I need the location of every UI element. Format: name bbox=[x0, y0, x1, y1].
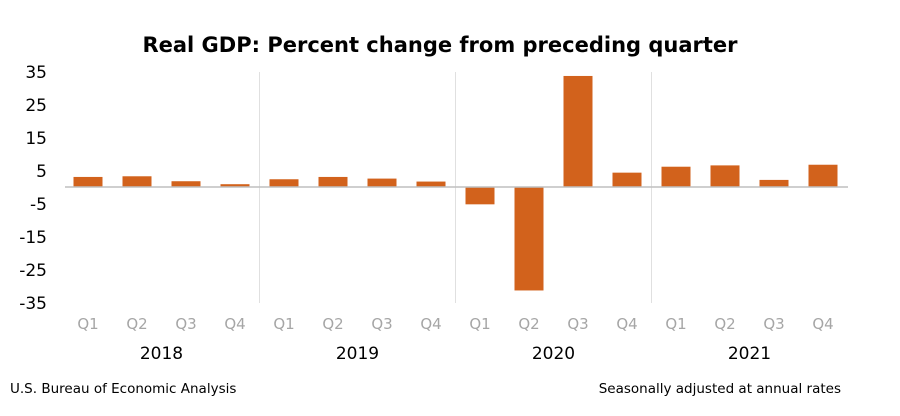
y-tick-label: 15 bbox=[25, 129, 47, 149]
bar bbox=[171, 181, 201, 188]
quarter-label: Q1 bbox=[273, 315, 294, 333]
quarter-label: Q3 bbox=[371, 315, 392, 333]
bar bbox=[269, 179, 299, 188]
quarter-label: Q1 bbox=[665, 315, 686, 333]
year-label: 2021 bbox=[728, 344, 771, 364]
quarter-label: Q1 bbox=[469, 315, 490, 333]
quarter-label: Q2 bbox=[322, 315, 343, 333]
adjustment-note: Seasonally adjusted at annual rates bbox=[599, 381, 841, 397]
bar bbox=[563, 75, 593, 188]
year-label: 2018 bbox=[140, 344, 183, 364]
bar bbox=[514, 187, 544, 291]
quarter-label: Q4 bbox=[420, 315, 441, 333]
quarter-label: Q4 bbox=[224, 315, 245, 333]
quarter-label: Q3 bbox=[763, 315, 784, 333]
quarter-label: Q2 bbox=[126, 315, 147, 333]
bar bbox=[661, 166, 691, 188]
y-tick-label: 25 bbox=[25, 96, 47, 116]
quarter-label: Q4 bbox=[812, 315, 833, 333]
bar bbox=[318, 176, 348, 188]
bar bbox=[759, 179, 789, 188]
y-tick-label: -25 bbox=[19, 261, 47, 281]
bar bbox=[122, 176, 152, 188]
bar bbox=[612, 172, 642, 188]
quarter-label: Q2 bbox=[714, 315, 735, 333]
quarter-label: Q1 bbox=[77, 315, 98, 333]
year-label: 2019 bbox=[336, 344, 379, 364]
quarter-label: Q2 bbox=[518, 315, 539, 333]
source-note: U.S. Bureau of Economic Analysis bbox=[10, 381, 236, 397]
year-label: 2020 bbox=[532, 344, 575, 364]
quarter-label: Q3 bbox=[567, 315, 588, 333]
bar bbox=[73, 176, 103, 188]
bar bbox=[367, 178, 397, 188]
bar bbox=[808, 164, 838, 188]
quarter-label: Q3 bbox=[175, 315, 196, 333]
y-tick-label: 35 bbox=[25, 63, 47, 83]
bar bbox=[465, 187, 495, 205]
bar bbox=[220, 184, 250, 188]
quarter-label: Q4 bbox=[616, 315, 637, 333]
y-tick-label: 5 bbox=[36, 162, 47, 182]
y-tick-label: -35 bbox=[19, 294, 47, 314]
chart-title: Real GDP: Percent change from preceding … bbox=[142, 33, 738, 57]
bar bbox=[710, 165, 740, 188]
y-tick-label: -15 bbox=[19, 228, 47, 248]
y-tick-label: -5 bbox=[30, 195, 47, 215]
bar bbox=[416, 181, 446, 188]
